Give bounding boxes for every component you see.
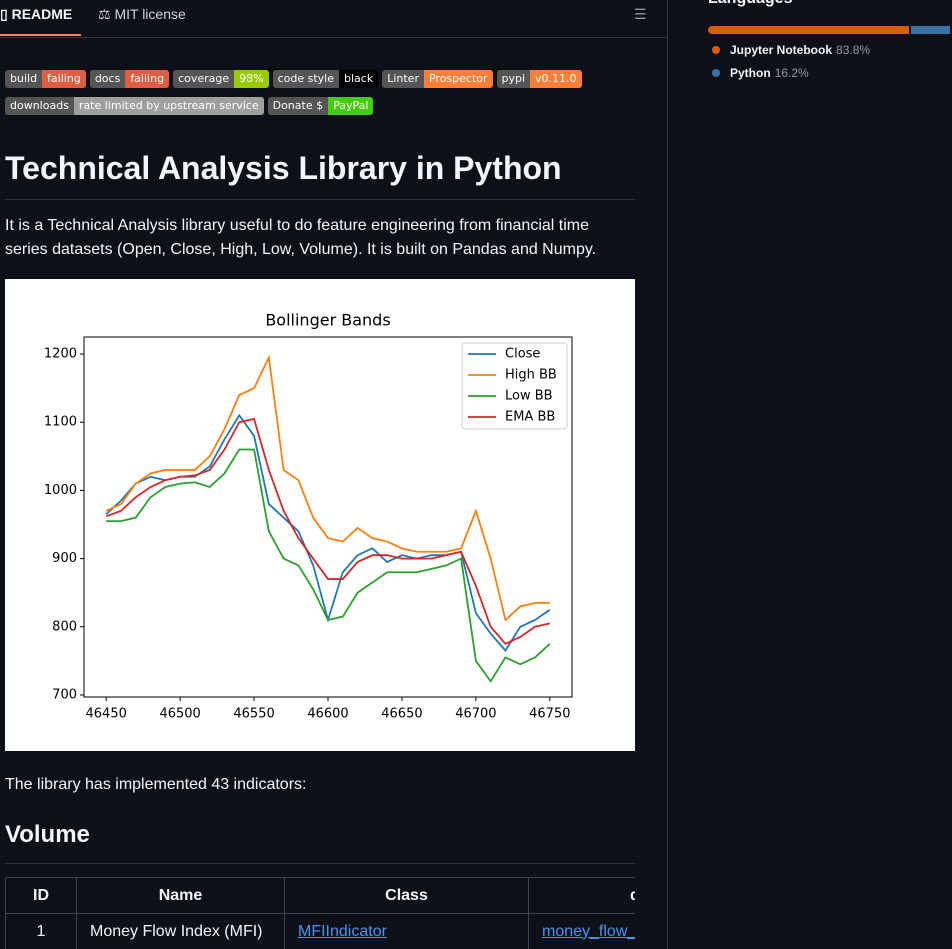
badge-row: build failing docs failing coverage 98% code s… — [5, 70, 586, 88]
chart-title: Bollinger Bands — [265, 311, 390, 330]
badge-row: downloads rate limited by upstream servic… — [5, 97, 586, 115]
badge[interactable]: code style black — [272, 70, 379, 88]
heading: Technical Analysis Library in Python — [5, 150, 635, 200]
language-dot — [712, 69, 720, 77]
cell: MFIIndicator — [284, 913, 529, 949]
plot-frame — [83, 336, 573, 698]
badge-label[interactable]: build — [5, 70, 43, 88]
x-tick-label: 46700 — [455, 707, 496, 722]
cell: 1 — [5, 913, 77, 949]
section-heading: Volume — [5, 821, 635, 864]
x-tick-label: 46450 — [86, 707, 127, 722]
x-tick-label: 46500 — [159, 707, 200, 722]
badge-label[interactable]: pypi — [496, 70, 531, 88]
language-name[interactable]: Jupyter Notebook — [730, 43, 833, 57]
tab-underline — [0, 34, 81, 36]
table-header: IDNameClassdef — [5, 877, 635, 914]
table-row: 1 Money Flow Index (MFI) MFIIndicator money… — [5, 913, 635, 949]
badge[interactable]: Linter Prospector — [382, 70, 493, 88]
y-tick-label: 900 — [52, 551, 77, 566]
header-cell: def — [528, 877, 635, 914]
badges: build failing docs failing coverage 98% code s… — [5, 70, 586, 124]
x-tick-label: 46550 — [233, 707, 274, 722]
tab-label[interactable]: MIT license — [114, 6, 186, 22]
y-tick-label: 800 — [52, 619, 77, 634]
language-item[interactable]: Python 16.2% — [712, 66, 809, 80]
language-segment — [708, 26, 910, 34]
badge-value[interactable]: black — [339, 70, 379, 88]
tab-bar: ▯ README ⚖ MIT license ☰ — [0, 0, 667, 38]
series-line — [106, 448, 551, 683]
legend-label: EMA BB — [505, 410, 555, 425]
badge[interactable]: build failing — [5, 70, 86, 88]
x-tick-label: 46750 — [529, 707, 570, 722]
series-line — [105, 417, 551, 645]
sidebar-heading: Languages — [708, 0, 792, 8]
badge-label[interactable]: Linter — [382, 70, 424, 88]
badge[interactable]: downloads rate limited by upstream servic… — [5, 97, 264, 115]
badge-value[interactable]: 98% — [234, 70, 269, 88]
badge-label[interactable]: downloads — [5, 97, 74, 115]
badge-label[interactable]: code style — [272, 70, 339, 88]
legend-label: Low BB — [505, 389, 553, 404]
language-name[interactable]: Python — [730, 66, 771, 80]
intro: It is a Technical Analysis library usefu… — [5, 217, 597, 258]
header-cell: Name — [76, 877, 285, 914]
chart: Bollinger Bands 700 800 900 1000 1100 1200 464… — [44, 311, 573, 722]
y-tick-label: 1000 — [44, 483, 77, 498]
table: IDNameClassdef1Money Flow Index (MFI)MFI… — [5, 877, 635, 949]
tab-label[interactable]: README — [11, 6, 73, 22]
legend-label: Close — [505, 347, 540, 362]
y-tick-label: 1200 — [44, 347, 77, 362]
badge-value[interactable]: failing — [125, 70, 170, 88]
legend — [461, 342, 568, 430]
tab[interactable]: ⚖ MIT license — [98, 6, 186, 22]
badge[interactable]: pypi v0.11.0 — [496, 70, 582, 88]
legend-label: High BB — [505, 368, 557, 383]
language-item[interactable]: Jupyter Notebook 83.8% — [712, 43, 870, 57]
badge-value[interactable]: v0.11.0 — [530, 70, 582, 88]
outline-button[interactable]: ☰ — [634, 6, 647, 22]
tab[interactable]: ▯ README — [0, 6, 73, 22]
badge-label[interactable]: docs — [89, 70, 126, 88]
readme-panel: ▯ README ⚖ MIT license ☰ build failing doc… — [0, 0, 668, 949]
badge[interactable]: Donate $ PayPal — [267, 97, 374, 115]
language-segment — [911, 26, 950, 34]
badge-value[interactable]: Prospector — [423, 70, 493, 88]
badge-value[interactable]: PayPal — [328, 97, 374, 115]
y-tick-label: 700 — [52, 687, 77, 702]
header-cell: Class — [284, 877, 529, 914]
link[interactable]: money_flow_inde — [542, 922, 635, 940]
badge-value[interactable]: failing — [42, 70, 86, 88]
cell: Money Flow Index (MFI) — [76, 913, 285, 949]
series-line — [105, 354, 550, 622]
badge[interactable]: coverage 98% — [173, 70, 269, 88]
cell: money_flow_inde — [528, 913, 635, 949]
link[interactable]: MFIIndicator — [298, 922, 387, 940]
badge-label[interactable]: Donate $ — [267, 97, 329, 115]
x-tick-label: 46650 — [381, 707, 422, 722]
paragraph: The library has implemented 43 indicator… — [5, 776, 307, 793]
table-wrap: IDNameClassdef1Money Flow Index (MFI)MFI… — [5, 877, 635, 949]
language-share[interactable]: 16.2% — [774, 66, 809, 80]
language-share[interactable]: 83.8% — [836, 43, 871, 57]
y-tick-label: 1100 — [44, 415, 77, 430]
x-tick-label: 46600 — [307, 707, 348, 722]
language-dot — [712, 46, 720, 54]
badge-value[interactable]: rate limited by upstream service — [73, 97, 264, 115]
language-bar — [708, 26, 952, 34]
chart-image: Bollinger Bands 700 800 900 1000 1100 1200 464… — [5, 279, 635, 751]
header-cell: ID — [5, 877, 77, 914]
badge-label[interactable]: coverage — [173, 70, 235, 88]
badge[interactable]: docs failing — [89, 70, 170, 88]
